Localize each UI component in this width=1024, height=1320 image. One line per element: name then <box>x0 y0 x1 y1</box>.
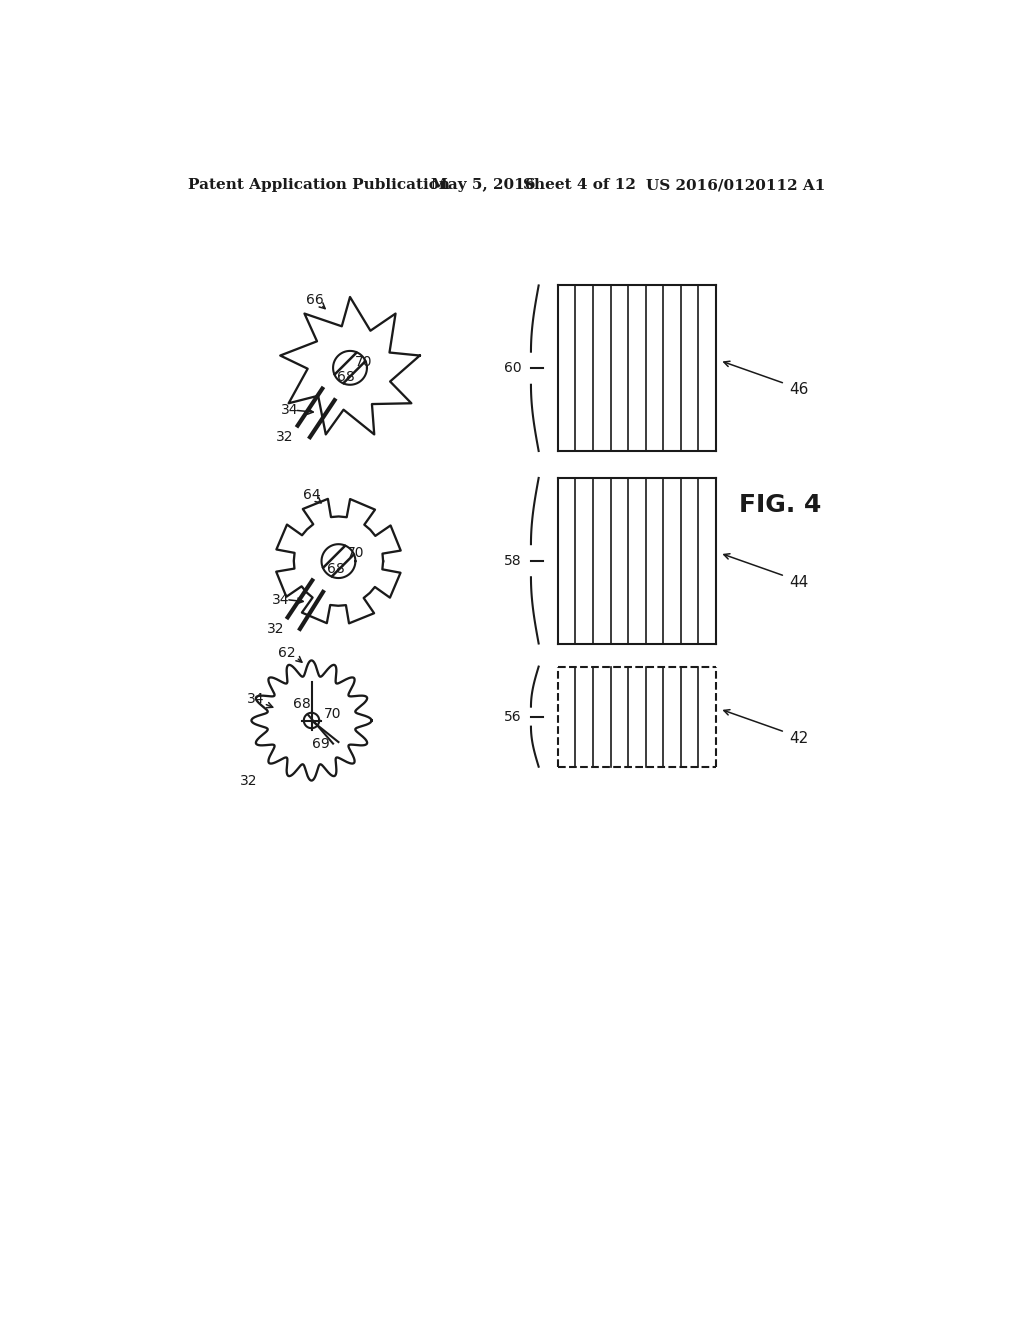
Text: 56: 56 <box>504 710 521 723</box>
Text: 60: 60 <box>504 362 521 375</box>
Text: 58: 58 <box>504 553 521 568</box>
Text: 68: 68 <box>337 370 355 384</box>
Text: 32: 32 <box>266 622 284 636</box>
Text: Sheet 4 of 12: Sheet 4 of 12 <box>523 178 636 193</box>
Text: 70: 70 <box>325 708 342 721</box>
Text: May 5, 2016: May 5, 2016 <box>431 178 536 193</box>
Text: 68: 68 <box>328 562 345 576</box>
Text: 34: 34 <box>272 593 290 607</box>
Text: 34: 34 <box>282 403 299 417</box>
Text: 34: 34 <box>248 692 265 706</box>
Text: 32: 32 <box>275 430 293 444</box>
Text: 70: 70 <box>355 355 373 368</box>
Text: 69: 69 <box>312 737 330 751</box>
Text: Patent Application Publication: Patent Application Publication <box>188 178 451 193</box>
Text: 66: 66 <box>306 293 325 308</box>
Text: 32: 32 <box>240 774 257 788</box>
Text: 64: 64 <box>303 488 321 502</box>
Text: 42: 42 <box>790 731 809 746</box>
Text: 62: 62 <box>279 645 296 660</box>
Text: 44: 44 <box>790 574 809 590</box>
Text: 70: 70 <box>347 546 365 561</box>
Text: 68: 68 <box>294 697 311 710</box>
Text: US 2016/0120112 A1: US 2016/0120112 A1 <box>646 178 825 193</box>
Text: 46: 46 <box>790 383 809 397</box>
Text: FIG. 4: FIG. 4 <box>739 492 821 517</box>
